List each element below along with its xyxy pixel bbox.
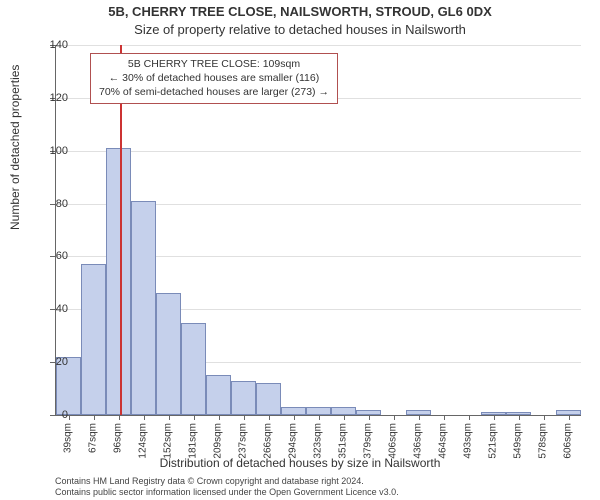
y-tick-label: 20 — [28, 356, 68, 368]
x-tick — [94, 415, 95, 420]
y-tick-label: 80 — [28, 198, 68, 210]
x-tick-label: 436sqm — [412, 423, 423, 459]
annotation-box: 5B CHERRY TREE CLOSE: 109sqm ← 30% of de… — [90, 53, 338, 104]
x-tick — [69, 415, 70, 420]
chart-container: { "title_line1": "5B, CHERRY TREE CLOSE,… — [0, 0, 600, 500]
annotation-line3: 70% of semi-detached houses are larger (… — [99, 85, 329, 99]
x-tick — [544, 415, 545, 420]
x-tick — [519, 415, 520, 420]
x-tick-label: 294sqm — [287, 423, 298, 459]
gridline — [56, 151, 581, 152]
footnote: Contains HM Land Registry data © Crown c… — [55, 476, 399, 499]
histogram-bar — [281, 407, 306, 415]
x-tick — [244, 415, 245, 420]
y-tick-label: 0 — [28, 409, 68, 421]
x-tick-label: 181sqm — [187, 423, 198, 459]
x-tick-label: 323sqm — [312, 423, 323, 459]
histogram-bar — [206, 375, 231, 415]
x-tick-label: 124sqm — [137, 423, 148, 459]
x-tick — [169, 415, 170, 420]
footnote-line2: Contains public sector information licen… — [55, 487, 399, 498]
x-tick — [219, 415, 220, 420]
footnote-line1: Contains HM Land Registry data © Crown c… — [55, 476, 399, 487]
histogram-bar — [131, 201, 156, 415]
x-tick-label: 39sqm — [62, 423, 73, 453]
x-tick — [319, 415, 320, 420]
histogram-bar — [181, 323, 206, 416]
histogram-bar — [156, 293, 181, 415]
x-tick-label: 578sqm — [537, 423, 548, 459]
x-tick — [194, 415, 195, 420]
y-axis-label: Number of detached properties — [8, 65, 22, 230]
gridline — [56, 45, 581, 46]
x-tick — [569, 415, 570, 420]
x-tick — [294, 415, 295, 420]
x-tick — [344, 415, 345, 420]
y-tick-label: 120 — [28, 92, 68, 104]
chart-subtitle: Size of property relative to detached ho… — [0, 22, 600, 37]
x-tick-label: 209sqm — [212, 423, 223, 459]
x-tick-label: 67sqm — [87, 423, 98, 453]
x-tick — [419, 415, 420, 420]
x-tick-label: 493sqm — [462, 423, 473, 459]
x-tick-label: 351sqm — [337, 423, 348, 459]
x-tick-label: 464sqm — [437, 423, 448, 459]
chart-title-address: 5B, CHERRY TREE CLOSE, NAILSWORTH, STROU… — [0, 4, 600, 19]
x-tick — [444, 415, 445, 420]
y-tick-label: 100 — [28, 145, 68, 157]
x-tick — [144, 415, 145, 420]
histogram-bar — [256, 383, 281, 415]
x-tick — [269, 415, 270, 420]
x-axis-label: Distribution of detached houses by size … — [0, 456, 600, 470]
y-tick-label: 60 — [28, 250, 68, 262]
histogram-bar — [331, 407, 356, 415]
annotation-line2: ← 30% of detached houses are smaller (11… — [99, 71, 329, 85]
y-tick-label: 40 — [28, 303, 68, 315]
x-tick-label: 521sqm — [487, 423, 498, 459]
histogram-bar — [106, 148, 131, 415]
x-tick-label: 406sqm — [387, 423, 398, 459]
x-tick — [394, 415, 395, 420]
y-tick-label: 140 — [28, 39, 68, 51]
x-tick-label: 379sqm — [362, 423, 373, 459]
x-tick-label: 237sqm — [237, 423, 248, 459]
x-tick — [369, 415, 370, 420]
x-tick-label: 549sqm — [512, 423, 523, 459]
x-tick — [469, 415, 470, 420]
x-tick-label: 606sqm — [562, 423, 573, 459]
x-tick — [494, 415, 495, 420]
x-tick — [119, 415, 120, 420]
histogram-bar — [231, 381, 256, 415]
annotation-line1: 5B CHERRY TREE CLOSE: 109sqm — [99, 57, 329, 71]
histogram-bar — [306, 407, 331, 415]
x-tick-label: 96sqm — [112, 423, 123, 453]
x-tick-label: 152sqm — [162, 423, 173, 459]
x-tick-label: 266sqm — [262, 423, 273, 459]
histogram-bar — [81, 264, 106, 415]
